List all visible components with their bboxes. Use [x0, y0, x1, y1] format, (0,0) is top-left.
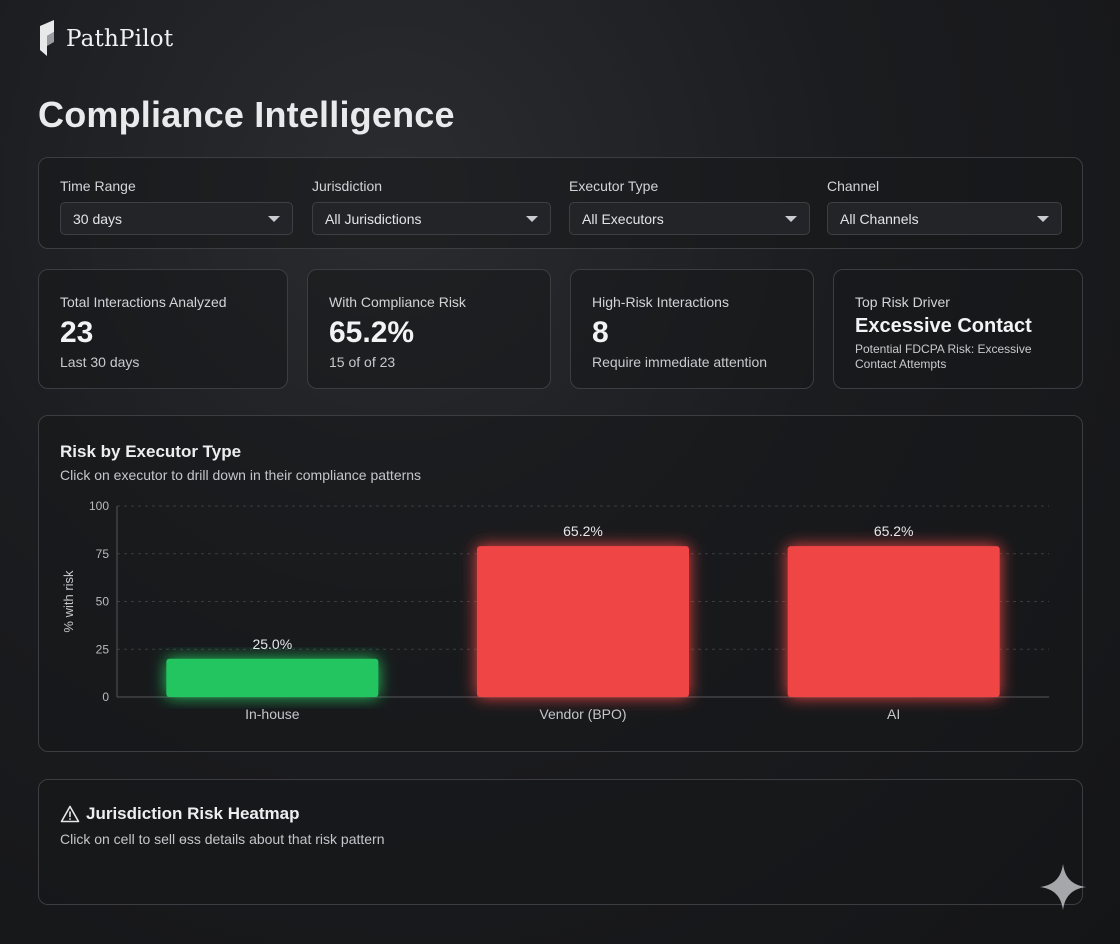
- channel-select[interactable]: All Channels: [827, 202, 1062, 235]
- bar-data-label: 65.2%: [563, 523, 603, 539]
- risk-by-executor-panel: Risk by Executor Type Click on executor …: [38, 415, 1083, 752]
- kpi-total-interactions: Total Interactions Analyzed 23 Last 30 d…: [38, 269, 288, 389]
- x-tick-label: In-house: [245, 706, 300, 722]
- y-tick-label: 50: [96, 595, 110, 609]
- select-value: All Channels: [840, 210, 919, 227]
- bar-in-house[interactable]: [166, 658, 379, 697]
- kpi-subtext: Require immediate attention: [592, 354, 768, 370]
- y-tick-label: 0: [102, 690, 109, 704]
- kpi-label: Top Risk Driver: [855, 294, 950, 310]
- heatmap-subtitle: Click on cell to sell ɵss details about …: [60, 831, 385, 847]
- kpi-value: 23: [60, 316, 94, 349]
- executor-type-select[interactable]: All Executors: [569, 202, 810, 235]
- filter-channel: Channel All Channels: [827, 178, 1062, 235]
- time-range-select[interactable]: 30 days: [60, 202, 293, 235]
- kpi-subtext: 15 of of 23: [329, 354, 396, 370]
- kpi-label: High-Risk Interactions: [592, 294, 729, 310]
- sparkle-icon[interactable]: [1038, 862, 1088, 912]
- bar-ai[interactable]: [787, 546, 1000, 697]
- select-value: 30 days: [73, 210, 123, 227]
- chevron-down-icon: [268, 215, 280, 222]
- heatmap-title: Jurisdiction Risk Heatmap: [86, 804, 300, 823]
- bar-data-label: 65.2%: [874, 523, 914, 539]
- x-tick-label: AI: [887, 706, 900, 722]
- bar-data-label: 25.0%: [252, 636, 292, 652]
- y-tick-label: 75: [96, 547, 110, 561]
- chevron-down-icon: [526, 215, 538, 222]
- select-value: All Executors: [582, 210, 664, 227]
- bar-vendor-bpo[interactable]: [477, 546, 689, 697]
- kpi-value: 65.2%: [329, 316, 415, 349]
- y-axis-label: % with risk: [61, 570, 76, 633]
- filter-label: Time Range: [60, 178, 136, 194]
- chevron-down-icon: [1037, 215, 1049, 222]
- page-title: Compliance Intelligence: [38, 94, 455, 135]
- filter-label: Channel: [827, 178, 880, 194]
- kpi-label: Total Interactions Analyzed: [60, 294, 227, 310]
- brand-name: PathPilot: [66, 26, 174, 52]
- kpi-value: 8: [592, 316, 609, 349]
- chevron-down-icon: [785, 215, 797, 222]
- pathpilot-logo-icon: [40, 20, 54, 56]
- kpi-subtext: Potential FDCPA Risk: Excessive Contact …: [855, 342, 1032, 371]
- kpi-label: With Compliance Risk: [329, 294, 466, 310]
- jurisdiction-heatmap-panel: Jurisdiction Risk Heatmap Click on cell …: [38, 779, 1083, 905]
- filter-executor-type: Executor Type All Executors: [569, 178, 810, 235]
- brand[interactable]: PathPilot: [38, 20, 173, 58]
- y-tick-label: 100: [89, 499, 109, 513]
- kpi-value: Excessive Contact: [855, 315, 1032, 337]
- select-value: All Jurisdictions: [325, 210, 422, 227]
- risk-bar-chart: 0 25 50 75 100 % with risk 25.0% In-house 65.2% V…: [61, 499, 1049, 722]
- filter-jurisdiction: Jurisdiction All Jurisdictions: [312, 178, 551, 235]
- x-tick-label: Vendor (BPO): [539, 706, 626, 722]
- chart-subtitle: Click on executor to drill down in their…: [60, 467, 422, 483]
- kpi-subtext: Last 30 days: [60, 354, 140, 370]
- filter-bar: Time Range 30 days Jurisdiction All Juri…: [38, 157, 1083, 249]
- kpi-compliance-risk: With Compliance Risk 65.2% 15 of of 23: [307, 269, 551, 389]
- filter-label: Executor Type: [569, 178, 659, 194]
- filter-time-range: Time Range 30 days: [60, 178, 293, 235]
- heatmap-title-row: Jurisdiction Risk Heatmap: [60, 804, 300, 824]
- y-tick-label: 25: [96, 642, 110, 656]
- kpi-top-risk-driver: Top Risk Driver Excessive Contact Potent…: [833, 269, 1083, 389]
- filter-label: Jurisdiction: [312, 178, 383, 194]
- jurisdiction-select[interactable]: All Jurisdictions: [312, 202, 551, 235]
- warning-icon: [60, 805, 80, 823]
- kpi-high-risk: High-Risk Interactions 8 Require immedia…: [570, 269, 814, 389]
- chart-title: Risk by Executor Type: [60, 442, 242, 461]
